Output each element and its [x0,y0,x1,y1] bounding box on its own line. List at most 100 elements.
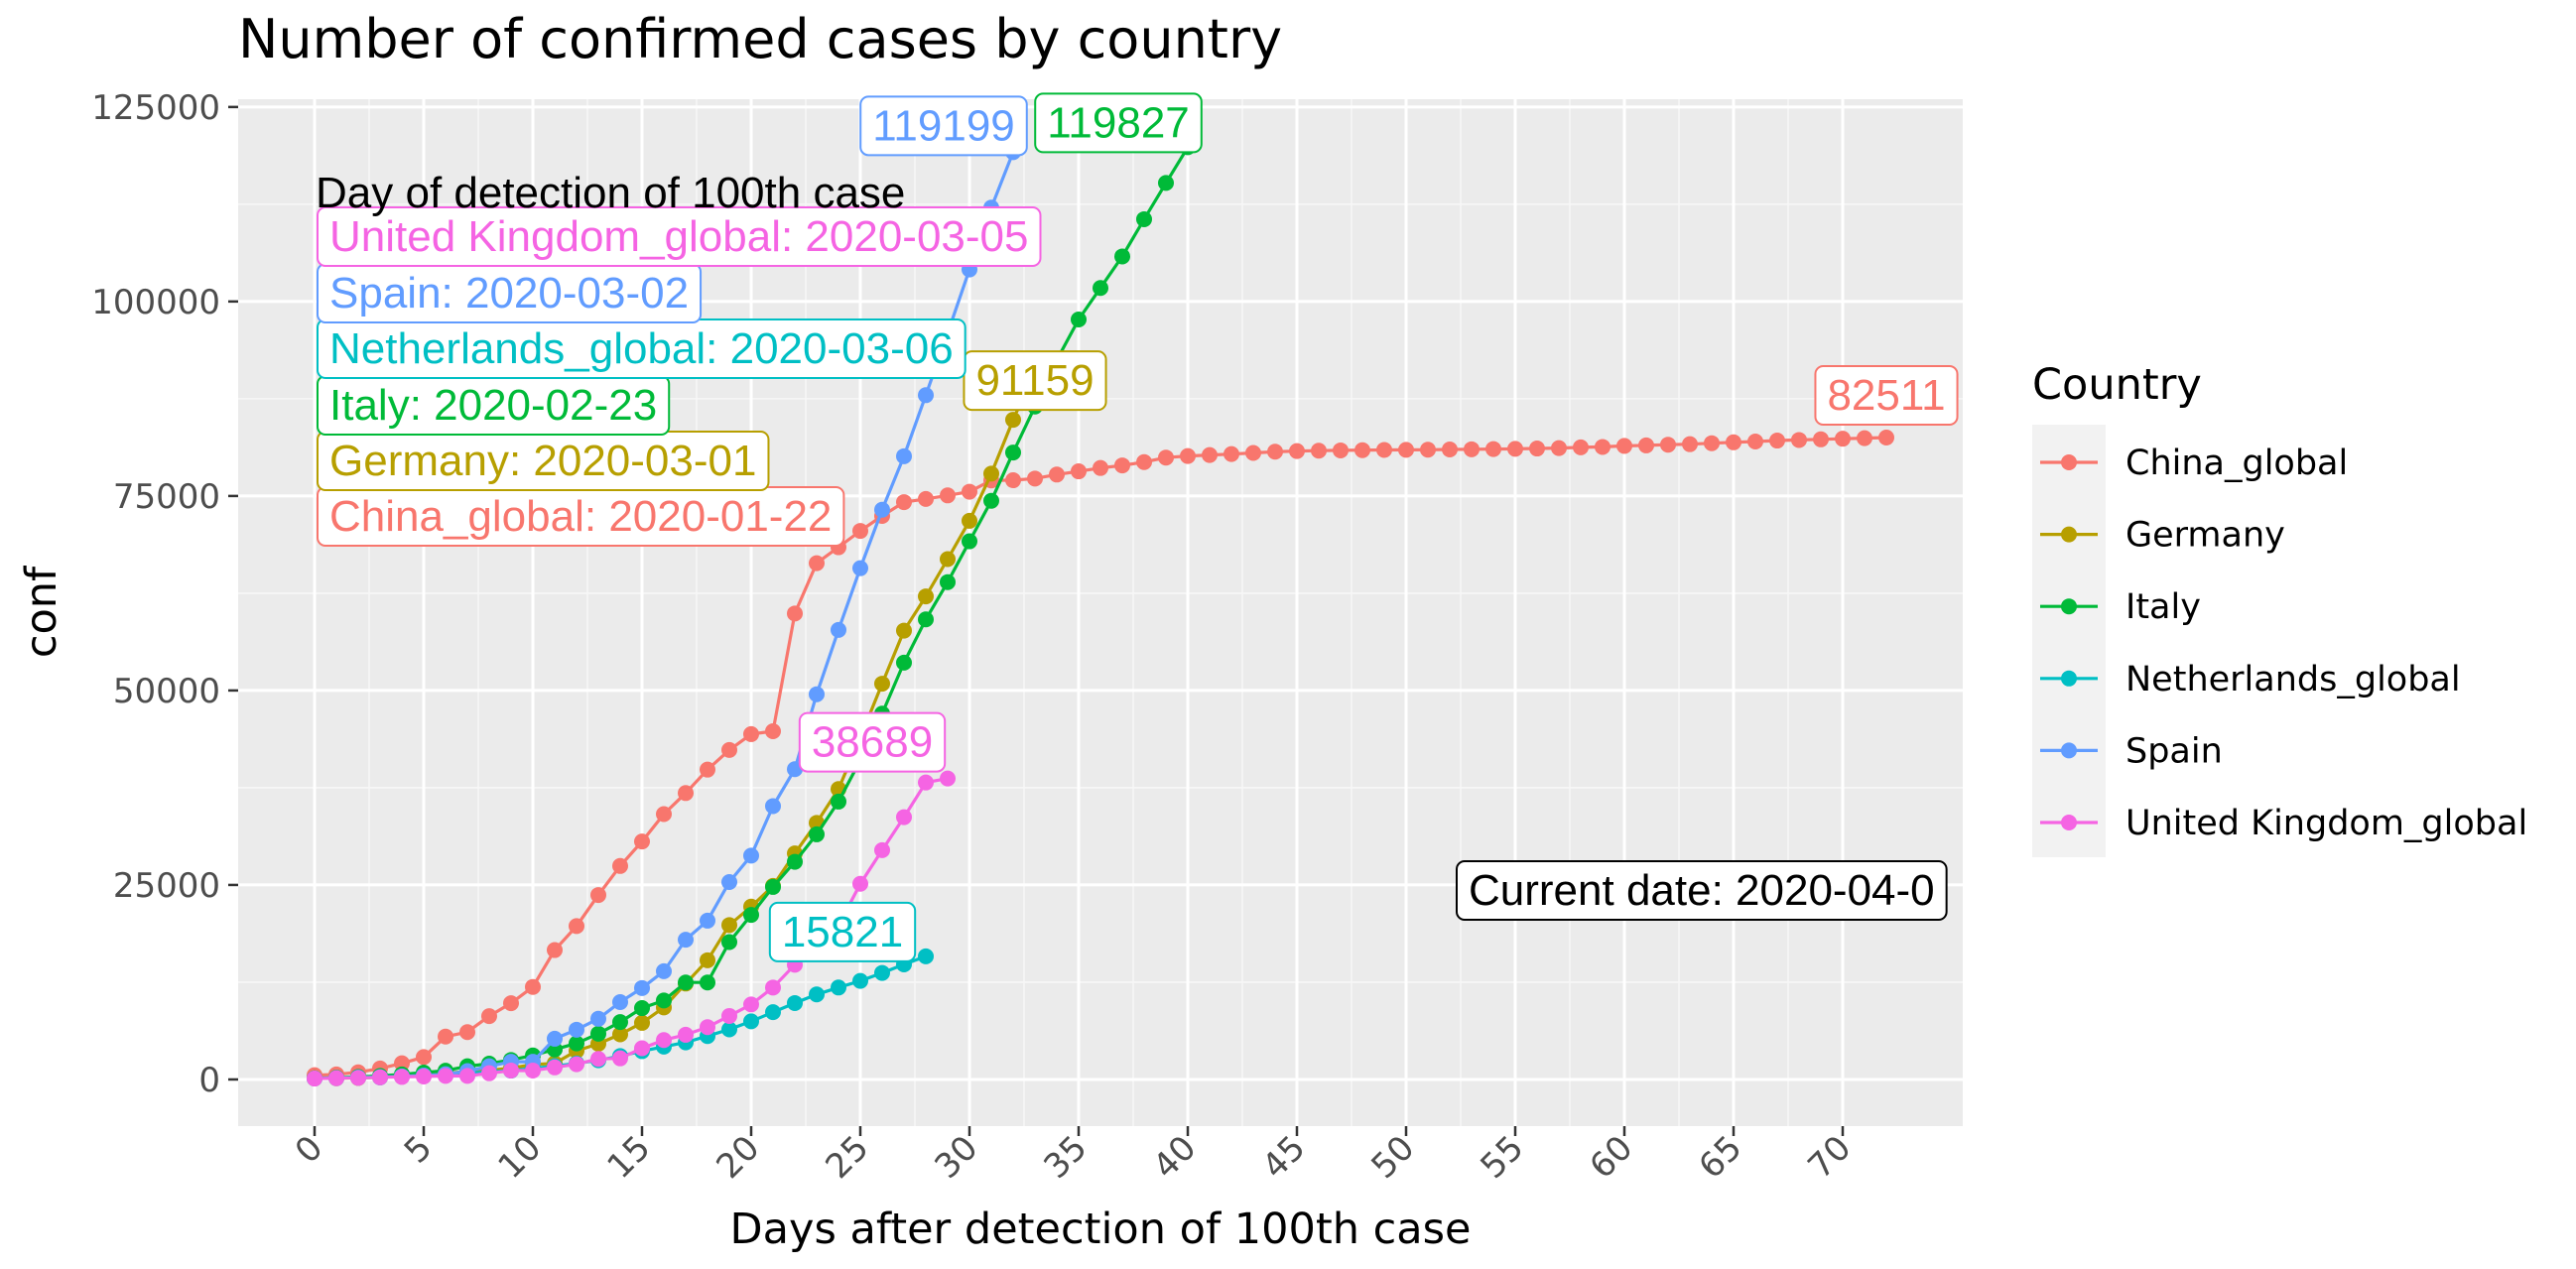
end-value-label-box [1814,364,1959,426]
legend-entry-label: Netherlands_global [2125,660,2461,699]
data-point [1071,463,1087,480]
data-point [765,1004,781,1021]
data-point [874,676,890,693]
data-point [809,686,825,702]
data-point [896,809,912,825]
data-point [590,1025,606,1042]
legend-key-point [2061,742,2077,759]
data-point [372,1069,388,1085]
data-point [1245,444,1261,461]
data-point [787,853,803,870]
data-point [656,962,672,979]
end-value-label-text: 91159 [975,356,1094,405]
legend-key-point [2061,526,2077,543]
end-value-label-box [963,350,1107,412]
detection-date-label-text: Netherlands_global: 2020-03-06 [329,324,954,373]
data-point [416,1068,432,1084]
data-point [918,774,934,791]
x-tick-label: 50 [1363,1128,1422,1187]
data-point [438,1068,453,1084]
data-point [721,1007,737,1024]
data-point [1114,457,1130,474]
data-point [940,551,956,568]
data-point [590,887,606,904]
end-value-label-text: 82511 [1827,371,1945,420]
x-tick-label: 35 [1036,1128,1095,1187]
data-point [1005,412,1021,429]
data-point [569,1056,584,1073]
data-point [962,483,977,500]
y-tick-label: 50000 [113,672,220,711]
data-point [809,825,825,842]
legend-key-point [2061,598,2077,615]
data-point [1682,436,1698,452]
data-point [1835,431,1851,447]
data-point [721,741,737,758]
data-point [743,907,759,924]
end-value-label: 82511 [1814,364,1959,426]
data-point [809,555,825,571]
end-value-label: 119827 [1034,92,1203,154]
detection-date-label-text: Italy: 2020-02-23 [329,381,657,430]
data-point [612,857,628,874]
data-point [525,978,541,995]
x-tick-label: 30 [927,1128,985,1187]
end-value-label-box [798,711,947,773]
current-date-text: Current date: 2020-04-0 [1469,866,1935,915]
detection-date-label-text: Germany: 2020-03-01 [329,437,756,485]
data-point [1857,430,1872,446]
data-point [1704,435,1720,451]
data-point [743,1013,759,1030]
data-point [852,875,868,892]
legend-key-background [2032,425,2106,857]
data-point [590,1010,606,1027]
data-point [503,995,519,1012]
axis-layer: 0 5 10 15 20 25 30 35 40 45 50 55 60 65 70 0 25000 50000 7… [91,88,1859,1187]
data-point [1114,248,1130,265]
data-point [547,1059,563,1076]
label-layer: 82511 91159 119827 15821 119199 38689 China_gl… [316,92,1959,962]
end-value-label-text: 119827 [1047,98,1190,147]
data-point [678,785,694,802]
data-point [1027,470,1043,487]
data-point [918,490,934,507]
data-point [831,979,846,996]
data-point [831,793,846,810]
data-point [1507,441,1523,457]
x-tick-label: 0 [288,1128,331,1172]
data-point [700,761,715,778]
data-point [743,847,759,864]
data-point [656,1032,672,1049]
y-tick-label: 0 [198,1061,220,1100]
data-point [852,523,868,540]
data-point [983,465,999,482]
data-point [983,492,999,509]
detection-date-label-box [317,206,1042,267]
legend-entry-label: United Kingdom_global [2125,804,2527,843]
data-point [656,992,672,1009]
legend-title: Country [2032,360,2202,410]
data-point [1311,443,1327,459]
data-point [1726,434,1741,450]
data-point [1093,459,1108,476]
data-point [328,1070,344,1086]
detection-date-label-text: Spain: 2020-03-02 [329,269,689,317]
data-point [394,1055,410,1072]
data-point [525,1062,541,1079]
legend-key-point [2061,815,2077,830]
data-point [874,501,890,518]
data-point [438,1028,453,1045]
data-point [700,952,715,968]
data-point [896,447,912,464]
data-point [721,917,737,934]
data-point [700,974,715,991]
data-point [918,611,934,628]
data-point [547,1030,563,1047]
data-point [634,1000,650,1017]
data-point [787,994,803,1011]
data-point [503,1062,519,1079]
data-point [1616,438,1632,454]
data-point [1769,433,1785,449]
data-point [743,725,759,742]
